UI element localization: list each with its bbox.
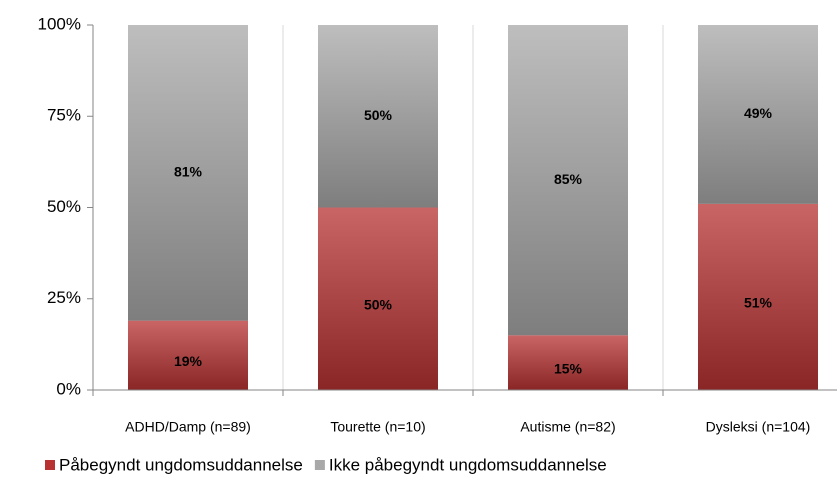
bar-shade bbox=[698, 25, 818, 204]
y-tick-label: 75% bbox=[47, 106, 81, 125]
y-tick-label: 100% bbox=[38, 14, 81, 33]
bar-shade bbox=[128, 25, 248, 321]
bar-shade bbox=[318, 25, 438, 208]
bar-shade bbox=[698, 203, 818, 390]
legend-label: Påbegyndt ungdomsuddannelse bbox=[59, 455, 303, 474]
legend-label: Ikke påbegyndt ungdomsuddannelse bbox=[329, 455, 607, 474]
y-tick-label: 0% bbox=[56, 379, 81, 398]
x-tick-label: Autisme (n=82) bbox=[520, 419, 615, 435]
x-tick-label: Tourette (n=10) bbox=[330, 419, 425, 435]
data-label: 81% bbox=[174, 164, 203, 180]
data-label: 51% bbox=[744, 295, 773, 311]
data-label: 50% bbox=[364, 296, 393, 312]
data-label: 19% bbox=[174, 353, 203, 369]
data-label: 50% bbox=[364, 107, 393, 123]
legend-swatch bbox=[314, 460, 325, 470]
bar-shade bbox=[128, 320, 248, 390]
legend-swatch bbox=[45, 460, 55, 470]
data-label: 49% bbox=[744, 105, 773, 121]
y-tick-label: 25% bbox=[47, 288, 81, 307]
data-label: 85% bbox=[554, 171, 583, 187]
bar-shade bbox=[508, 335, 628, 390]
x-tick-label: Dysleksi (n=104) bbox=[706, 419, 811, 435]
data-label: 15% bbox=[554, 360, 583, 376]
y-tick-label: 50% bbox=[47, 197, 81, 216]
bar-shade bbox=[508, 25, 628, 336]
bar-shade bbox=[318, 207, 438, 390]
x-tick-label: ADHD/Damp (n=89) bbox=[125, 419, 251, 435]
